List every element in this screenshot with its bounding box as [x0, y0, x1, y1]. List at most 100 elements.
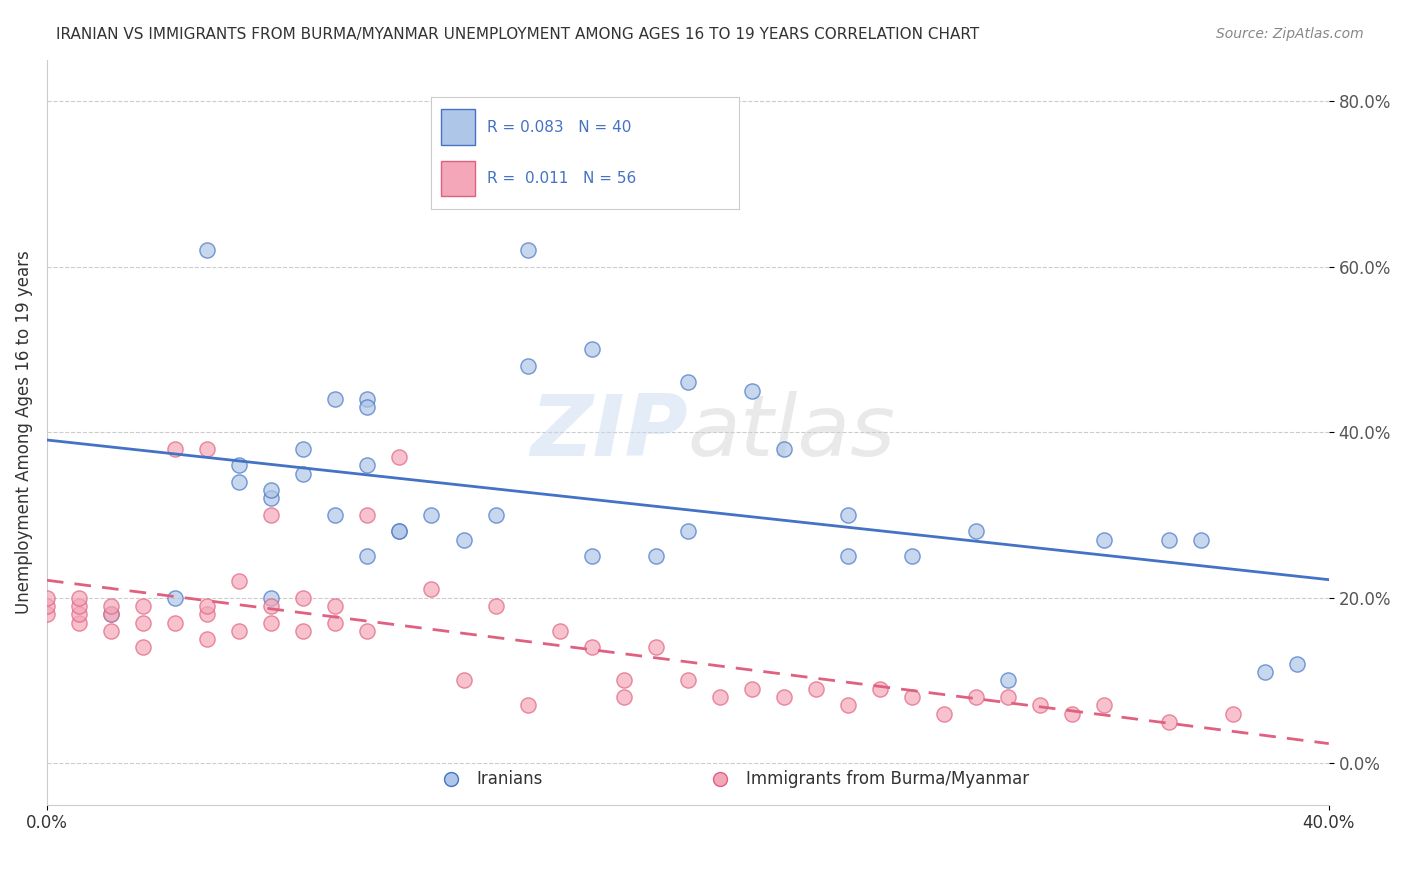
- Point: [260, 591, 283, 605]
- Point: [837, 549, 859, 564]
- Point: [323, 615, 346, 630]
- Point: [1285, 657, 1308, 671]
- Text: IRANIAN VS IMMIGRANTS FROM BURMA/MYANMAR UNEMPLOYMENT AMONG AGES 16 TO 19 YEARS : IRANIAN VS IMMIGRANTS FROM BURMA/MYANMAR…: [56, 27, 980, 42]
- Text: Source: ZipAtlas.com: Source: ZipAtlas.com: [1216, 27, 1364, 41]
- Point: [195, 632, 218, 646]
- Point: [1094, 698, 1116, 713]
- Point: [676, 376, 699, 390]
- Point: [773, 690, 796, 704]
- Point: [35, 607, 58, 622]
- Point: [1029, 698, 1052, 713]
- Point: [1189, 533, 1212, 547]
- Point: [228, 574, 250, 589]
- Point: [965, 524, 987, 539]
- Point: [581, 549, 603, 564]
- Point: [901, 549, 924, 564]
- Point: [292, 591, 315, 605]
- Point: [901, 690, 924, 704]
- Point: [67, 615, 90, 630]
- Point: [356, 458, 378, 473]
- Point: [100, 607, 122, 622]
- Point: [1157, 714, 1180, 729]
- Point: [741, 681, 763, 696]
- Point: [165, 442, 187, 456]
- Point: [453, 533, 475, 547]
- Point: [997, 673, 1019, 688]
- Point: [356, 508, 378, 522]
- Point: [132, 599, 155, 613]
- Point: [195, 243, 218, 257]
- Point: [100, 607, 122, 622]
- Point: [453, 673, 475, 688]
- Point: [292, 442, 315, 456]
- Point: [195, 442, 218, 456]
- Point: [516, 359, 538, 373]
- Point: [773, 442, 796, 456]
- Point: [388, 450, 411, 464]
- Point: [35, 591, 58, 605]
- Point: [228, 624, 250, 638]
- Text: Iranians: Iranians: [477, 770, 543, 788]
- Point: [195, 607, 218, 622]
- Point: [965, 690, 987, 704]
- Point: [260, 483, 283, 497]
- Point: [516, 698, 538, 713]
- Point: [676, 524, 699, 539]
- Point: [292, 467, 315, 481]
- Point: [356, 624, 378, 638]
- Point: [709, 690, 731, 704]
- Point: [260, 491, 283, 506]
- Point: [548, 624, 571, 638]
- Point: [1157, 533, 1180, 547]
- Point: [323, 392, 346, 406]
- Point: [323, 508, 346, 522]
- Point: [100, 599, 122, 613]
- Point: [388, 524, 411, 539]
- Point: [292, 624, 315, 638]
- Point: [420, 508, 443, 522]
- Point: [260, 599, 283, 613]
- Point: [35, 599, 58, 613]
- Point: [228, 458, 250, 473]
- Point: [613, 673, 636, 688]
- Point: [516, 243, 538, 257]
- Point: [997, 690, 1019, 704]
- Y-axis label: Unemployment Among Ages 16 to 19 years: Unemployment Among Ages 16 to 19 years: [15, 251, 32, 614]
- Point: [67, 607, 90, 622]
- Point: [260, 508, 283, 522]
- Point: [804, 681, 827, 696]
- Point: [837, 698, 859, 713]
- Point: [581, 343, 603, 357]
- Point: [934, 706, 956, 721]
- Point: [484, 508, 506, 522]
- Point: [388, 524, 411, 539]
- Point: [67, 591, 90, 605]
- Point: [484, 599, 506, 613]
- Text: atlas: atlas: [688, 391, 896, 474]
- Point: [356, 549, 378, 564]
- Point: [132, 615, 155, 630]
- Point: [581, 640, 603, 655]
- Point: [1222, 706, 1244, 721]
- Point: [644, 549, 666, 564]
- Point: [195, 599, 218, 613]
- Point: [741, 384, 763, 398]
- Text: Immigrants from Burma/Myanmar: Immigrants from Burma/Myanmar: [745, 770, 1029, 788]
- Point: [165, 591, 187, 605]
- Point: [323, 599, 346, 613]
- Point: [869, 681, 891, 696]
- Point: [644, 640, 666, 655]
- Point: [356, 392, 378, 406]
- Text: ZIP: ZIP: [530, 391, 688, 474]
- Point: [165, 615, 187, 630]
- Point: [1253, 665, 1275, 680]
- Point: [837, 508, 859, 522]
- Point: [100, 624, 122, 638]
- Point: [228, 475, 250, 489]
- Point: [613, 690, 636, 704]
- Point: [132, 640, 155, 655]
- Point: [356, 401, 378, 415]
- Point: [676, 673, 699, 688]
- Point: [1094, 533, 1116, 547]
- Point: [420, 582, 443, 597]
